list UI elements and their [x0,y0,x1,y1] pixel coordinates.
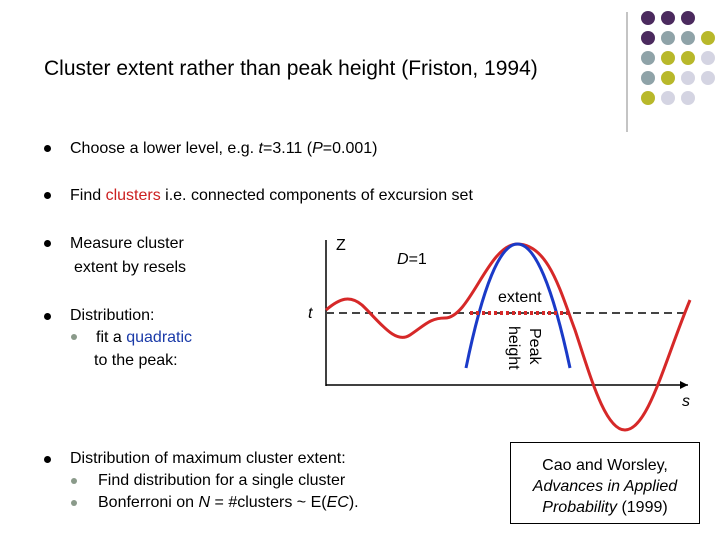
item: Distribution: [70,307,155,324]
text: Bonferroni on [98,494,199,511]
title: Cluster extent rather than peak height (… [44,57,538,80]
decor-dots [641,11,715,105]
text: Choose a lower level, e.g. [70,140,259,157]
citation-line: (1999) [617,499,668,516]
bullet [44,145,51,152]
bullet [44,240,51,247]
item: Distribution of maximum cluster extent: [70,450,346,467]
item: Choose a lower level, e.g. t=3.11 (P=0.0… [70,140,377,158]
bullet [44,313,51,320]
s-label: s [682,393,690,410]
extent-label: extent [498,289,542,306]
sub-bullet [71,334,77,340]
citation-line: Cao and Worsley, [542,457,668,474]
item: fit a quadratic [96,329,192,347]
item: Find distribution for a single cluster [98,472,346,489]
item: Measure cluster [70,235,184,252]
item: to the peak: [94,352,178,369]
d-value: =1 [409,251,427,268]
d-label: D=1 [397,251,427,268]
bullet [44,192,51,199]
bullet [44,456,51,463]
z-label: Z [336,237,346,254]
t-label: t [308,305,313,322]
d-symbol: D [397,251,409,268]
text: =3.11 ( [263,140,313,157]
height-label: height [505,326,522,370]
text: P [312,140,323,157]
text: t [258,140,263,157]
citation-line: Probability [542,499,617,516]
text: N [198,494,211,511]
quadratic-fit [464,242,572,369]
item: Bonferroni on N = #clusters ~ E(EC). [98,494,359,512]
text: Find [70,187,106,204]
text: fit a [96,329,127,346]
text: = #clusters ~ E( [210,494,327,511]
text: =0.001) [322,140,378,157]
text: quadratic [126,329,193,346]
peak-label: Peak [526,328,543,365]
sub-bullet [71,478,77,484]
citation: Cao and Worsley, Advances in Applied Pro… [510,442,700,524]
axis-arrow [680,381,688,389]
item: extent by resels [74,259,187,276]
sub-bullet [71,500,77,506]
text: clusters [105,187,161,204]
item: Find clusters i.e. connected components … [70,187,473,205]
text: ). [348,494,359,511]
text: EC [326,494,349,511]
citation-line: Advances in Applied [532,478,678,495]
text: i.e. connected components of excursion s… [160,187,473,204]
